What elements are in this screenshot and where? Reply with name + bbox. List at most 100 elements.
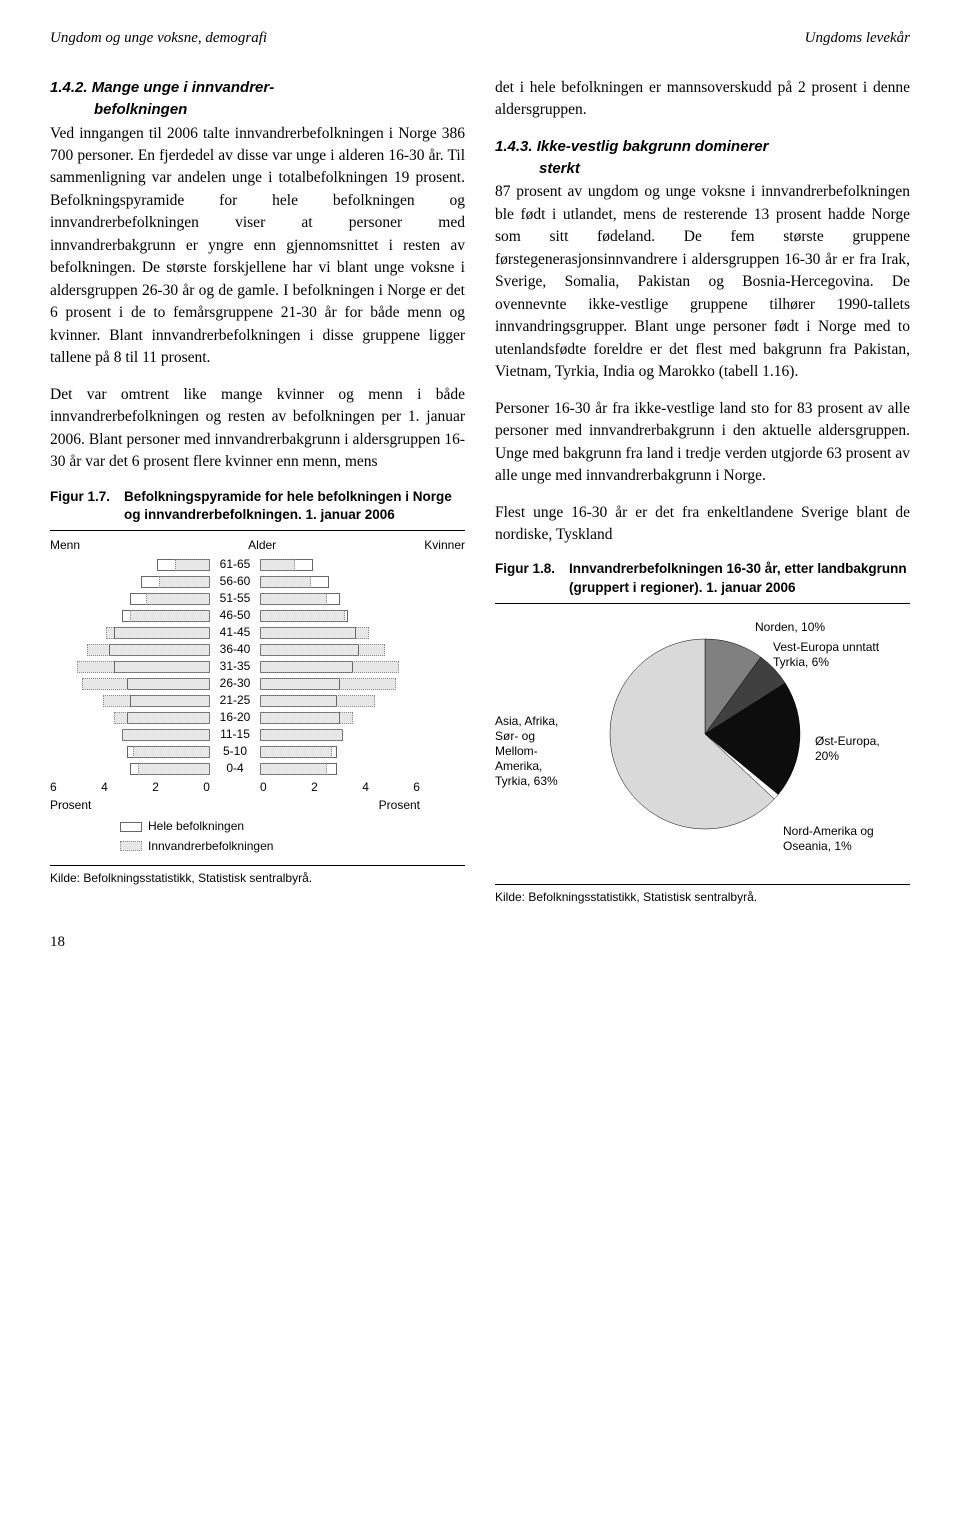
fig18-pie: Norden, 10% Vest-Europa unntattTyrkia, 6… — [495, 614, 910, 874]
pyramid-header: Menn Alder Kvinner — [50, 537, 465, 554]
left-p2: Det var omtrent like mange kvinner og me… — [50, 384, 465, 474]
age-label: 31-35 — [210, 658, 260, 675]
header-right: Ungdoms levekår — [805, 30, 910, 47]
right-p3: Personer 16-30 år fra ikke-vestlige land… — [495, 398, 910, 488]
pyramid-row: 46-50 — [50, 607, 465, 624]
pyramid-men-side — [50, 609, 210, 623]
age-label: 0-4 — [210, 760, 260, 777]
fig17-title: Befolkningspyramide for hele befolkninge… — [124, 488, 465, 524]
pyramid-women-side — [260, 711, 420, 725]
pie-label-norden: Norden, 10% — [755, 620, 825, 635]
pyramid-women-side — [260, 694, 420, 708]
pyramid-row: 31-35 — [50, 658, 465, 675]
fig17-num: Figur 1.7. — [50, 488, 124, 524]
pyramid-row: 56-60 — [50, 573, 465, 590]
fig18-num: Figur 1.8. — [495, 560, 569, 596]
pyramid-women-side — [260, 609, 420, 623]
pyramid-rows: 61-6556-6051-5546-5041-4536-4031-3526-30… — [50, 556, 465, 777]
pyramid-men-side — [50, 626, 210, 640]
pie-label-vest: Vest-Europa unntattTyrkia, 6% — [773, 640, 879, 670]
right-column: det i hele befolkningen er mannsoverskud… — [495, 77, 910, 906]
menn-label: Menn — [50, 537, 80, 554]
pyramid-men-side — [50, 558, 210, 572]
pyramid-men-side — [50, 643, 210, 657]
pyramid-women-side — [260, 575, 420, 589]
section-1-4-2-title: 1.4.2. Mange unge i innvandrer- befolkni… — [50, 77, 465, 121]
fig17-source: Kilde: Befolkningsstatistikk, Statistisk… — [50, 865, 465, 887]
pie-label-ost: Øst-Europa,20% — [815, 734, 880, 764]
age-label: 11-15 — [210, 726, 260, 743]
legend-imm: Innvandrerbefolkningen — [120, 838, 465, 855]
pyramid-men-side — [50, 728, 210, 742]
legend-total-label: Hele befolkningen — [148, 818, 244, 835]
prosent-right: Prosent — [260, 797, 420, 814]
pyramid-row: 26-30 — [50, 675, 465, 692]
age-label: 36-40 — [210, 641, 260, 658]
legend-imm-label: Innvandrerbefolkningen — [148, 838, 273, 855]
left-column: 1.4.2. Mange unge i innvandrer- befolkni… — [50, 77, 465, 906]
right-p4: Flest unge 16-30 år er det fra enkeltlan… — [495, 502, 910, 547]
age-label: 26-30 — [210, 675, 260, 692]
page-header: Ungdom og unge voksne, demografi Ungdoms… — [50, 30, 910, 47]
axis-right-ticks: 0246 — [260, 779, 420, 796]
age-label: 61-65 — [210, 556, 260, 573]
fig17-rule — [50, 530, 465, 531]
right-p1: det i hele befolkningen er mannsoverskud… — [495, 77, 910, 122]
fig17-pyramid: Menn Alder Kvinner 61-6556-6051-5546-504… — [50, 537, 465, 855]
pyramid-men-side — [50, 575, 210, 589]
pyramid-row: 16-20 — [50, 709, 465, 726]
prosent-left: Prosent — [50, 797, 210, 814]
fig17-legend: Hele befolkningen Innvandrerbefolkningen — [50, 818, 465, 855]
pyramid-women-side — [260, 745, 420, 759]
age-label: 5-10 — [210, 743, 260, 760]
pyramid-row: 36-40 — [50, 641, 465, 658]
pyramid-row: 61-65 — [50, 556, 465, 573]
alder-label: Alder — [228, 537, 276, 554]
axis-label-row: Prosent Prosent — [50, 797, 465, 814]
pyramid-women-side — [260, 728, 420, 742]
right-p2: 87 prosent av ungdom og unge voksne i in… — [495, 181, 910, 383]
fig17-caption: Figur 1.7. Befolkningspyramide for hele … — [50, 488, 465, 524]
pyramid-women-side — [260, 592, 420, 606]
pyramid-women-side — [260, 762, 420, 776]
legend-total: Hele befolkningen — [120, 818, 465, 835]
fig18-caption: Figur 1.8. Innvandrerbefolkningen 16-30 … — [495, 560, 910, 596]
pyramid-row: 51-55 — [50, 590, 465, 607]
pyramid-men-side — [50, 592, 210, 606]
age-label: 51-55 — [210, 590, 260, 607]
age-label: 46-50 — [210, 607, 260, 624]
pie-label-asia: Asia, Afrika,Sør- ogMellom-Amerika,Tyrki… — [495, 714, 558, 789]
pyramid-men-side — [50, 711, 210, 725]
swatch-total — [120, 822, 142, 832]
fig18-source: Kilde: Befolkningsstatistikk, Statistisk… — [495, 884, 910, 906]
pyramid-row: 0-4 — [50, 760, 465, 777]
pyramid-women-side — [260, 677, 420, 691]
sec143-line2: sterkt — [495, 158, 910, 180]
pyramid-row: 5-10 — [50, 743, 465, 760]
sec142-line1: 1.4.2. Mange unge i innvandrer- — [50, 79, 274, 96]
left-p1: Ved inngangen til 2006 talte innvandrerb… — [50, 123, 465, 370]
fig18-title: Innvandrerbefolkningen 16-30 år, etter l… — [569, 560, 910, 596]
pyramid-women-side — [260, 558, 420, 572]
page-number: 18 — [50, 934, 910, 951]
header-left: Ungdom og unge voksne, demografi — [50, 30, 267, 47]
pyramid-men-side — [50, 762, 210, 776]
fig18-rule — [495, 603, 910, 604]
axis-left-ticks: 6420 — [50, 779, 210, 796]
section-1-4-3-title: 1.4.3. Ikke-vestlig bakgrunn dominerer s… — [495, 136, 910, 180]
age-label: 41-45 — [210, 624, 260, 641]
pyramid-men-side — [50, 660, 210, 674]
pyramid-women-side — [260, 643, 420, 657]
age-label: 16-20 — [210, 709, 260, 726]
swatch-imm — [120, 841, 142, 851]
sec143-line1: 1.4.3. Ikke-vestlig bakgrunn dominerer — [495, 138, 768, 155]
pyramid-row: 21-25 — [50, 692, 465, 709]
pyramid-men-side — [50, 745, 210, 759]
pyramid-axis: 6420 0246 — [50, 779, 465, 796]
axis-center — [210, 779, 260, 796]
age-label: 56-60 — [210, 573, 260, 590]
age-label: 21-25 — [210, 692, 260, 709]
kvinner-label: Kvinner — [424, 537, 465, 554]
sec142-line2: befolkningen — [50, 99, 465, 121]
pyramid-women-side — [260, 660, 420, 674]
